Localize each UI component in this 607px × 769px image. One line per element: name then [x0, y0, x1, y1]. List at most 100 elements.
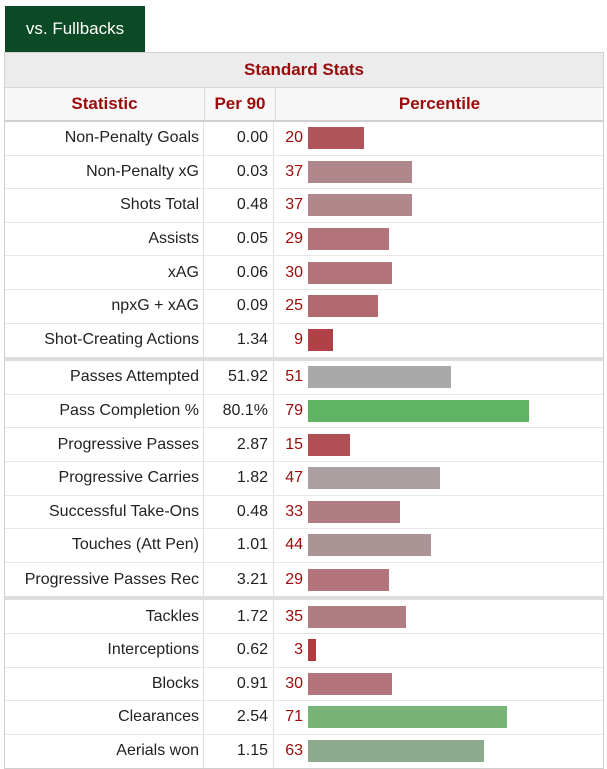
- stat-name: xAG: [5, 256, 204, 289]
- percentile-value: 29: [285, 230, 303, 248]
- header-per90[interactable]: Per 90: [205, 88, 276, 120]
- percentile-value: 47: [285, 469, 303, 487]
- percentile-value: 44: [285, 536, 303, 554]
- percentile-value: 51: [285, 368, 303, 386]
- percentile-bar: [308, 160, 412, 183]
- percentile-cell: 35: [274, 600, 603, 633]
- percentile-bar: [308, 500, 400, 523]
- percentile-bar-track: [308, 127, 588, 150]
- stat-name: Successful Take-Ons: [5, 495, 204, 529]
- per90-value: 0.48: [204, 189, 274, 222]
- table-body: Non-Penalty Goals 0.00 20 Non-Penalty xG 0.0…: [5, 122, 603, 769]
- stat-name: Shots Total: [5, 189, 204, 222]
- tab-vs-fullbacks[interactable]: vs. Fullbacks: [5, 6, 145, 52]
- percentile-cell: 15: [274, 428, 603, 461]
- per90-value: 51.92: [204, 361, 274, 394]
- percentile-cell: 29: [274, 223, 603, 256]
- table-row: Non-Penalty Goals 0.00 20: [5, 122, 603, 156]
- percentile-cell: 30: [274, 256, 603, 289]
- header-statistic[interactable]: Statistic: [5, 88, 205, 120]
- percentile-value: 15: [285, 435, 303, 453]
- table-row: xAG 0.06 30: [5, 256, 603, 290]
- percentile-value: 35: [285, 607, 303, 625]
- stat-name: Passes Attempted: [5, 361, 204, 394]
- percentile-bar-track: [308, 639, 588, 662]
- stat-name: npxG + xAG: [5, 289, 204, 323]
- table-row: Aerials won 1.15 63: [5, 734, 603, 769]
- percentile-bar-track: [308, 228, 588, 251]
- stat-name: Pass Completion %: [5, 394, 204, 428]
- percentile-value: 9: [294, 331, 303, 349]
- table-row: Progressive Passes Rec 3.21 29: [5, 562, 603, 597]
- percentile-bar: [308, 400, 529, 423]
- percentile-cell: 63: [274, 735, 603, 769]
- table-row: Clearances 2.54 71: [5, 701, 603, 735]
- table-row: Tackles 1.72 35: [5, 600, 603, 634]
- per90-value: 3.21: [204, 562, 274, 597]
- per90-value: 0.48: [204, 495, 274, 529]
- stat-name: Progressive Passes: [5, 428, 204, 461]
- percentile-bar-track: [308, 706, 588, 729]
- percentile-cell: 51: [274, 361, 603, 394]
- percentile-value: 3: [294, 641, 303, 659]
- percentile-bar: [308, 706, 507, 729]
- per90-value: 2.54: [204, 701, 274, 734]
- percentile-value: 20: [285, 129, 303, 147]
- percentile-bar-track: [308, 740, 588, 763]
- percentile-bar: [308, 534, 431, 557]
- percentile-bar-track: [308, 433, 588, 456]
- percentile-bar-track: [308, 261, 588, 284]
- percentile-value: 29: [285, 570, 303, 588]
- per90-value: 1.34: [204, 323, 274, 358]
- percentile-bar: [308, 366, 451, 389]
- percentile-bar-track: [308, 160, 588, 183]
- table-row: Shot-Creating Actions 1.34 9: [5, 323, 603, 358]
- table-row: Assists 0.05 29: [5, 222, 603, 257]
- stat-name: Aerials won: [5, 734, 204, 769]
- percentile-bar-track: [308, 366, 588, 389]
- percentile-cell: 33: [274, 496, 603, 529]
- stat-name: Progressive Passes Rec: [5, 562, 204, 597]
- percentile-bar: [308, 295, 378, 318]
- per90-value: 1.15: [204, 734, 274, 769]
- per90-value: 1.82: [204, 461, 274, 495]
- header-percentile[interactable]: Percentile: [398, 94, 481, 113]
- table-row: Progressive Passes 2.87 15: [5, 428, 603, 462]
- percentile-bar-track: [308, 467, 588, 490]
- table-row: Progressive Carries 1.82 47: [5, 461, 603, 496]
- stat-name: Tackles: [5, 600, 204, 633]
- percentile-value: 63: [285, 742, 303, 760]
- table-row: Pass Completion % 80.1% 79: [5, 394, 603, 429]
- percentile-bar: [308, 228, 389, 251]
- per90-value: 0.06: [204, 256, 274, 289]
- table-row: Shots Total 0.48 37: [5, 189, 603, 223]
- stat-name: Non-Penalty xG: [5, 155, 204, 189]
- percentile-bar-track: [308, 672, 588, 695]
- percentile-cell: 3: [274, 634, 603, 667]
- percentile-bar: [308, 568, 389, 591]
- percentile-cell: 30: [274, 668, 603, 701]
- percentile-value: 33: [285, 502, 303, 520]
- percentile-cell: 9: [274, 324, 603, 358]
- stat-group: Non-Penalty Goals 0.00 20 Non-Penalty xG 0.0…: [5, 122, 603, 362]
- percentile-bar-track: [308, 329, 588, 352]
- stat-name: Non-Penalty Goals: [5, 122, 204, 155]
- stat-group: Passes Attempted 51.92 51 Pass Completion %…: [5, 361, 603, 601]
- stat-group: Tackles 1.72 35 Interceptions 0.62 3 Blocks 0.9…: [5, 600, 603, 769]
- table-row: Blocks 0.91 30: [5, 667, 603, 702]
- stat-name: Blocks: [5, 667, 204, 701]
- per90-value: 1.01: [204, 529, 274, 562]
- percentile-bar-track: [308, 295, 588, 318]
- percentile-cell: 20: [274, 122, 603, 155]
- percentile-bar-track: [308, 568, 588, 591]
- percentile-bar: [308, 467, 440, 490]
- stat-name: Assists: [5, 222, 204, 256]
- table-row: Passes Attempted 51.92 51: [5, 361, 603, 395]
- percentile-cell: 29: [274, 563, 603, 597]
- percentile-value: 79: [285, 402, 303, 420]
- table-row: Successful Take-Ons 0.48 33: [5, 495, 603, 530]
- percentile-cell: 47: [274, 462, 603, 495]
- stat-name: Clearances: [5, 701, 204, 734]
- percentile-cell: 25: [274, 290, 603, 323]
- per90-value: 0.62: [204, 633, 274, 667]
